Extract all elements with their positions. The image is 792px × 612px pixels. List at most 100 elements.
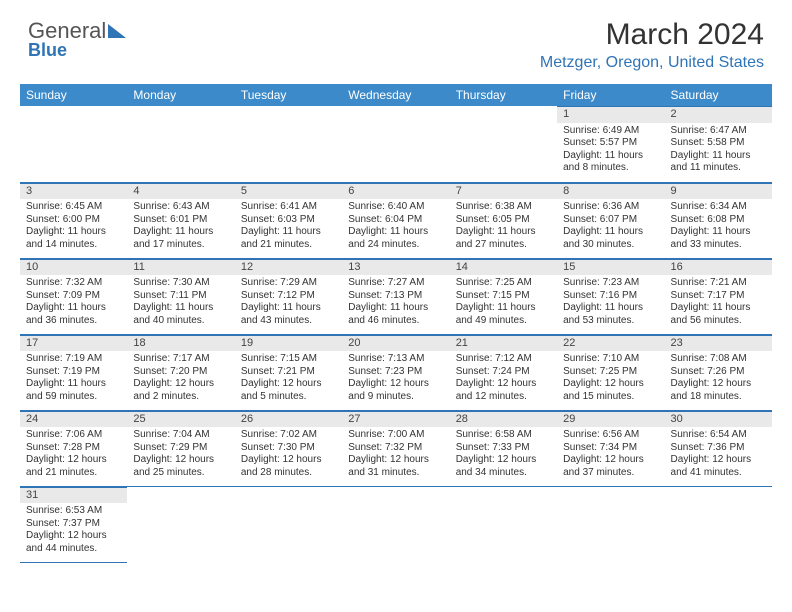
calendar-week-row: 17Sunrise: 7:19 AMSunset: 7:19 PMDayligh… [20, 334, 772, 410]
daylight-text: Daylight: 12 hours and 2 minutes. [133, 378, 228, 403]
day-number: 16 [665, 259, 772, 276]
calendar-cell [450, 486, 557, 562]
page-title: March 2024 [540, 18, 764, 52]
daylight-text: Daylight: 11 hours and 21 minutes. [241, 226, 336, 251]
sunrise-text: Sunrise: 7:17 AM [133, 353, 228, 366]
calendar-cell [235, 486, 342, 562]
day-number: 28 [450, 411, 557, 428]
calendar-cell: 23Sunrise: 7:08 AMSunset: 7:26 PMDayligh… [665, 334, 772, 410]
calendar-cell: 8Sunrise: 6:36 AMSunset: 6:07 PMDaylight… [557, 182, 664, 258]
daylight-text: Daylight: 12 hours and 28 minutes. [241, 454, 336, 479]
sunrise-text: Sunrise: 7:32 AM [26, 277, 121, 290]
weekday-header: Sunday [20, 84, 127, 106]
daylight-text: Daylight: 12 hours and 21 minutes. [26, 454, 121, 479]
daylight-text: Daylight: 11 hours and 36 minutes. [26, 302, 121, 327]
cell-body: Sunrise: 7:32 AMSunset: 7:09 PMDaylight:… [20, 275, 127, 331]
cell-body: Sunrise: 6:36 AMSunset: 6:07 PMDaylight:… [557, 199, 664, 255]
calendar-body: 1Sunrise: 6:49 AMSunset: 5:57 PMDaylight… [20, 106, 772, 562]
sunset-text: Sunset: 7:09 PM [26, 290, 121, 303]
daylight-text: Daylight: 11 hours and 27 minutes. [456, 226, 551, 251]
sunrise-text: Sunrise: 7:29 AM [241, 277, 336, 290]
cell-body: Sunrise: 7:25 AMSunset: 7:15 PMDaylight:… [450, 275, 557, 331]
cell-body: Sunrise: 7:12 AMSunset: 7:24 PMDaylight:… [450, 351, 557, 407]
calendar-cell: 28Sunrise: 6:58 AMSunset: 7:33 PMDayligh… [450, 410, 557, 486]
sunrise-text: Sunrise: 6:41 AM [241, 201, 336, 214]
cell-body: Sunrise: 7:30 AMSunset: 7:11 PMDaylight:… [127, 275, 234, 331]
calendar-table: Sunday Monday Tuesday Wednesday Thursday… [20, 84, 772, 563]
day-number: 23 [665, 335, 772, 352]
calendar-cell [665, 486, 772, 562]
sunset-text: Sunset: 7:11 PM [133, 290, 228, 303]
sunset-text: Sunset: 7:36 PM [671, 442, 766, 455]
calendar-cell: 21Sunrise: 7:12 AMSunset: 7:24 PMDayligh… [450, 334, 557, 410]
day-number: 9 [665, 183, 772, 200]
weekday-header: Wednesday [342, 84, 449, 106]
sunrise-text: Sunrise: 7:12 AM [456, 353, 551, 366]
sunset-text: Sunset: 7:12 PM [241, 290, 336, 303]
day-number: 29 [557, 411, 664, 428]
day-number: 27 [342, 411, 449, 428]
weekday-header-row: Sunday Monday Tuesday Wednesday Thursday… [20, 84, 772, 106]
cell-body: Sunrise: 6:38 AMSunset: 6:05 PMDaylight:… [450, 199, 557, 255]
cell-body: Sunrise: 6:56 AMSunset: 7:34 PMDaylight:… [557, 427, 664, 483]
sunrise-text: Sunrise: 6:38 AM [456, 201, 551, 214]
header: General March 2024 Metzger, Oregon, Unit… [0, 0, 792, 76]
calendar-cell: 10Sunrise: 7:32 AMSunset: 7:09 PMDayligh… [20, 258, 127, 334]
calendar-cell [450, 106, 557, 182]
sunrise-text: Sunrise: 6:53 AM [26, 505, 121, 518]
day-number: 19 [235, 335, 342, 352]
sunrise-text: Sunrise: 7:04 AM [133, 429, 228, 442]
sunset-text: Sunset: 7:23 PM [348, 366, 443, 379]
daylight-text: Daylight: 12 hours and 25 minutes. [133, 454, 228, 479]
daylight-text: Daylight: 12 hours and 31 minutes. [348, 454, 443, 479]
day-number: 18 [127, 335, 234, 352]
sunset-text: Sunset: 6:08 PM [671, 214, 766, 227]
calendar-cell: 19Sunrise: 7:15 AMSunset: 7:21 PMDayligh… [235, 334, 342, 410]
cell-body: Sunrise: 7:23 AMSunset: 7:16 PMDaylight:… [557, 275, 664, 331]
day-number: 22 [557, 335, 664, 352]
cell-body: Sunrise: 7:04 AMSunset: 7:29 PMDaylight:… [127, 427, 234, 483]
sunrise-text: Sunrise: 7:06 AM [26, 429, 121, 442]
calendar-cell: 7Sunrise: 6:38 AMSunset: 6:05 PMDaylight… [450, 182, 557, 258]
calendar-cell: 30Sunrise: 6:54 AMSunset: 7:36 PMDayligh… [665, 410, 772, 486]
daylight-text: Daylight: 11 hours and 46 minutes. [348, 302, 443, 327]
day-number: 17 [20, 335, 127, 352]
calendar-cell: 13Sunrise: 7:27 AMSunset: 7:13 PMDayligh… [342, 258, 449, 334]
calendar-week-row: 10Sunrise: 7:32 AMSunset: 7:09 PMDayligh… [20, 258, 772, 334]
daylight-text: Daylight: 11 hours and 59 minutes. [26, 378, 121, 403]
cell-body: Sunrise: 7:29 AMSunset: 7:12 PMDaylight:… [235, 275, 342, 331]
location: Metzger, Oregon, United States [540, 54, 764, 72]
day-number: 25 [127, 411, 234, 428]
calendar-cell [235, 106, 342, 182]
calendar-cell [557, 486, 664, 562]
calendar-cell: 24Sunrise: 7:06 AMSunset: 7:28 PMDayligh… [20, 410, 127, 486]
day-number: 5 [235, 183, 342, 200]
sunset-text: Sunset: 7:13 PM [348, 290, 443, 303]
sunrise-text: Sunrise: 7:08 AM [671, 353, 766, 366]
sunset-text: Sunset: 7:24 PM [456, 366, 551, 379]
calendar-cell: 20Sunrise: 7:13 AMSunset: 7:23 PMDayligh… [342, 334, 449, 410]
sunrise-text: Sunrise: 6:54 AM [671, 429, 766, 442]
sunrise-text: Sunrise: 6:43 AM [133, 201, 228, 214]
sunset-text: Sunset: 7:29 PM [133, 442, 228, 455]
daylight-text: Daylight: 11 hours and 53 minutes. [563, 302, 658, 327]
weekday-header: Thursday [450, 84, 557, 106]
day-number: 11 [127, 259, 234, 276]
calendar-week-row: 3Sunrise: 6:45 AMSunset: 6:00 PMDaylight… [20, 182, 772, 258]
sunset-text: Sunset: 7:17 PM [671, 290, 766, 303]
calendar-cell: 4Sunrise: 6:43 AMSunset: 6:01 PMDaylight… [127, 182, 234, 258]
daylight-text: Daylight: 12 hours and 37 minutes. [563, 454, 658, 479]
cell-body: Sunrise: 6:40 AMSunset: 6:04 PMDaylight:… [342, 199, 449, 255]
cell-body: Sunrise: 6:49 AMSunset: 5:57 PMDaylight:… [557, 123, 664, 179]
sunset-text: Sunset: 5:58 PM [671, 137, 766, 150]
sunrise-text: Sunrise: 6:34 AM [671, 201, 766, 214]
logo-triangle-icon [108, 24, 126, 38]
day-number: 2 [665, 106, 772, 123]
daylight-text: Daylight: 12 hours and 44 minutes. [26, 530, 121, 555]
calendar-cell: 18Sunrise: 7:17 AMSunset: 7:20 PMDayligh… [127, 334, 234, 410]
weekday-header: Friday [557, 84, 664, 106]
sunrise-text: Sunrise: 6:45 AM [26, 201, 121, 214]
sunrise-text: Sunrise: 7:00 AM [348, 429, 443, 442]
day-number: 26 [235, 411, 342, 428]
sunset-text: Sunset: 7:34 PM [563, 442, 658, 455]
